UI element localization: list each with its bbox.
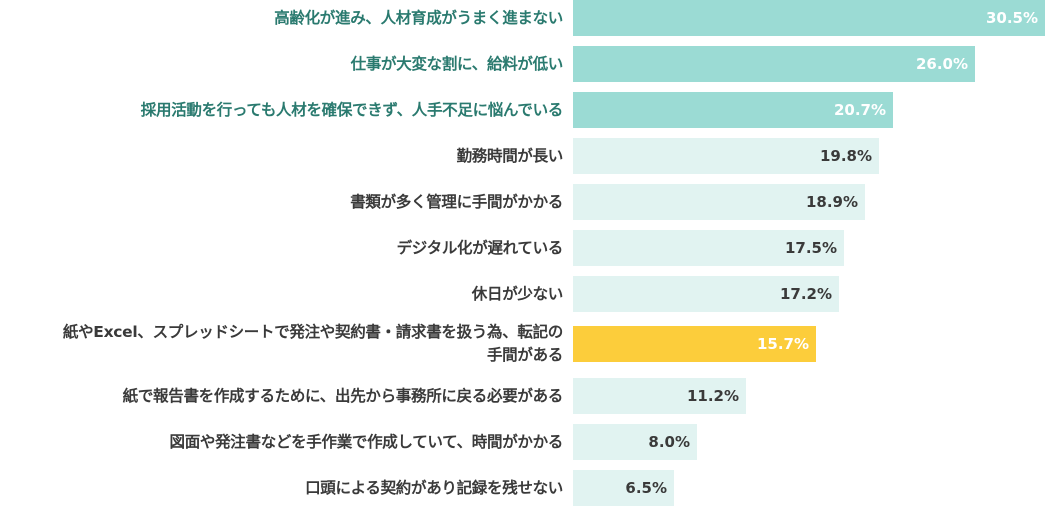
category-label: 紙やExcel、スプレッドシートで発注や契約書・請求書を扱う為、転記の 手間がある <box>62 323 563 364</box>
bar: 20.7% <box>573 92 893 128</box>
bar-row: 仕事が大変な割に、給料が低い 26.0% <box>0 46 1045 82</box>
bar: 19.8% <box>573 138 879 174</box>
value-label: 11.2% <box>686 387 739 405</box>
value-label: 20.7% <box>833 101 886 119</box>
bar: 17.5% <box>573 230 844 266</box>
value-label: 26.0% <box>915 55 968 73</box>
category-label: 高齢化が進み、人材育成がうまく進まない <box>274 8 563 27</box>
bar-row: 書類が多く管理に手間がかかる 18.9% <box>0 184 1045 220</box>
category-label: 口頭による契約があり記録を残せない <box>305 478 563 497</box>
bar-row: 休日が少ない 17.2% <box>0 276 1045 312</box>
value-label: 6.5% <box>625 479 667 497</box>
value-label: 17.2% <box>779 285 832 303</box>
bar: 11.2% <box>573 378 746 414</box>
bar-row: 紙で報告書を作成するために、出先から事務所に戻る必要がある 11.2% <box>0 378 1045 414</box>
bar: 17.2% <box>573 276 839 312</box>
category-label: 仕事が大変な割に、給料が低い <box>350 54 564 73</box>
category-label: 勤務時間が長い <box>456 146 564 165</box>
bar-row: 口頭による契約があり記録を残せない 6.5% <box>0 470 1045 506</box>
bar: 18.9% <box>573 184 865 220</box>
bar: 26.0% <box>573 46 975 82</box>
bar: 8.0% <box>573 424 697 460</box>
category-label: 図面や発注書などを手作業で作成していて、時間がかかる <box>169 432 564 451</box>
bar-row: 勤務時間が長い 19.8% <box>0 138 1045 174</box>
value-label: 8.0% <box>648 433 690 451</box>
bar-row: 高齢化が進み、人材育成がうまく進まない 30.5% <box>0 0 1045 36</box>
value-label: 17.5% <box>784 239 837 257</box>
bar-row: 図面や発注書などを手作業で作成していて、時間がかかる 8.0% <box>0 424 1045 460</box>
category-label: 休日が少ない <box>471 284 564 303</box>
bar: 6.5% <box>573 470 674 506</box>
value-label: 18.9% <box>805 193 858 211</box>
bar: 15.7% <box>573 326 816 362</box>
bar-row: 紙やExcel、スプレッドシートで発注や契約書・請求書を扱う為、転記の 手間がある… <box>0 323 1045 364</box>
bar-row: デジタル化が遅れている 17.5% <box>0 230 1045 266</box>
category-label: 書類が多く管理に手間がかかる <box>350 192 563 211</box>
category-label: 紙で報告書を作成するために、出先から事務所に戻る必要がある <box>122 386 564 405</box>
bar-row: 採用活動を行っても人材を確保できず、人手不足に悩んでいる 20.7% <box>0 92 1045 128</box>
category-label: デジタル化が遅れている <box>396 238 564 257</box>
category-label: 採用活動を行っても人材を確保できず、人手不足に悩んでいる <box>140 100 564 119</box>
value-label: 19.8% <box>819 147 872 165</box>
value-label: 30.5% <box>985 9 1038 27</box>
value-label: 15.7% <box>756 335 809 353</box>
bar: 30.5% <box>573 0 1045 36</box>
